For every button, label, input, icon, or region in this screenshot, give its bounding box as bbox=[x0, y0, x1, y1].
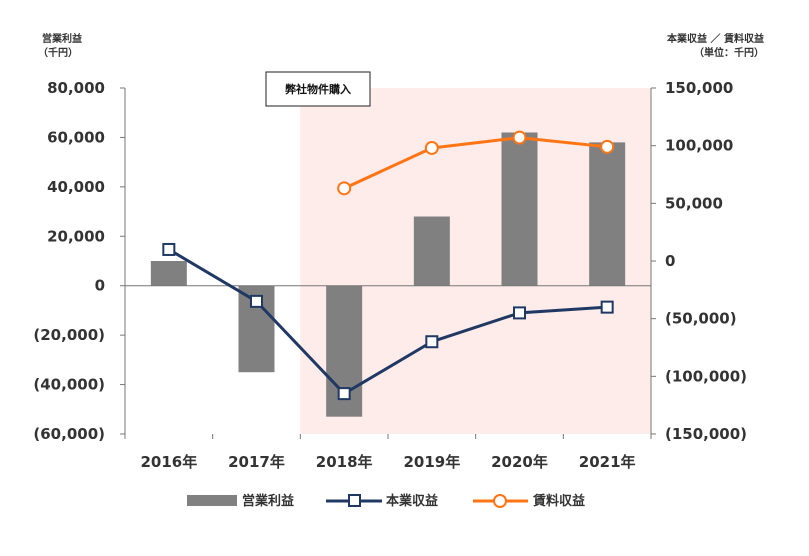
right-tick-label: (150,000) bbox=[665, 425, 747, 443]
point-rental-revenue bbox=[600, 139, 615, 154]
bar-operating-profit bbox=[589, 142, 626, 286]
point-core-revenue bbox=[600, 300, 614, 314]
left-tick-label: 80,000 bbox=[47, 79, 105, 97]
point-rental-revenue bbox=[512, 130, 527, 145]
point-core-revenue bbox=[250, 294, 263, 308]
line-series bbox=[162, 130, 615, 401]
bar-operating-profit bbox=[150, 261, 187, 286]
annotation-box: 弊社物件購入 bbox=[265, 71, 371, 107]
legend-label-core-revenue: 本業収益 bbox=[386, 493, 438, 509]
left-axis-title-line2: （千円） bbox=[38, 46, 78, 59]
legend-label-rental-revenue: 賃料収益 bbox=[532, 493, 585, 509]
left-tick-label: (40,000) bbox=[33, 376, 105, 394]
x-tick-label: 2019年 bbox=[403, 453, 460, 471]
left-tick-label: (60,000) bbox=[33, 425, 105, 443]
right-tick-label: 100,000 bbox=[665, 137, 733, 155]
left-tick-label: 20,000 bbox=[47, 227, 105, 245]
legend-marker-core-revenue bbox=[348, 494, 361, 507]
bar-series bbox=[150, 132, 626, 417]
legend-swatch-operating-profit bbox=[187, 495, 237, 506]
left-tick-label: (20,000) bbox=[33, 326, 105, 344]
x-tick-label: 2018年 bbox=[316, 453, 373, 471]
point-rental-revenue bbox=[424, 140, 439, 155]
right-axis-ticks: 150,000 100,000 50,000 0 (50,000) (100,000) (1… bbox=[651, 79, 747, 443]
point-core-revenue bbox=[162, 242, 176, 256]
legend: 営業利益 本業収益 賃料収益 bbox=[187, 493, 585, 509]
legend-label-operating-profit: 営業利益 bbox=[242, 493, 294, 509]
right-tick-label: 0 bbox=[665, 252, 675, 270]
x-tick-label: 2021年 bbox=[579, 453, 636, 471]
x-tick-label: 2020年 bbox=[491, 453, 548, 471]
point-core-revenue bbox=[425, 335, 439, 349]
legend-marker-rental-revenue bbox=[493, 494, 507, 508]
right-axis-title-line2: （単位：千円） bbox=[694, 46, 764, 59]
point-core-revenue bbox=[513, 306, 526, 320]
bar-operating-profit bbox=[501, 132, 538, 286]
x-axis-ticks: 2016年 2017年 2018年 2019年 2020年 2021年 bbox=[124, 434, 652, 471]
left-tick-label: 40,000 bbox=[47, 178, 105, 196]
right-tick-label: 150,000 bbox=[665, 79, 733, 97]
left-tick-label: 60,000 bbox=[47, 128, 105, 146]
line-core-revenue bbox=[168, 248, 608, 396]
point-rental-revenue bbox=[337, 181, 352, 196]
annotation-label: 弊社物件購入 bbox=[285, 82, 351, 96]
left-axis-title-line1: 営業利益 bbox=[42, 32, 82, 45]
right-axis-title-line1: 本業収益 ／ 賃料収益 bbox=[667, 32, 764, 45]
x-tick-label: 2017年 bbox=[228, 453, 285, 471]
x-tick-label: 2016年 bbox=[140, 453, 197, 471]
point-core-revenue bbox=[337, 387, 351, 401]
right-tick-label: 50,000 bbox=[665, 194, 723, 212]
right-tick-label: (50,000) bbox=[665, 310, 737, 328]
left-tick-label: 0 bbox=[95, 277, 105, 295]
left-axis-ticks: 80,000 60,000 40,000 20,000 0 (20,000) (40,000… bbox=[33, 79, 125, 443]
line-rental-revenue bbox=[343, 136, 608, 190]
bar-operating-profit bbox=[413, 216, 450, 286]
right-tick-label: (100,000) bbox=[665, 367, 747, 385]
